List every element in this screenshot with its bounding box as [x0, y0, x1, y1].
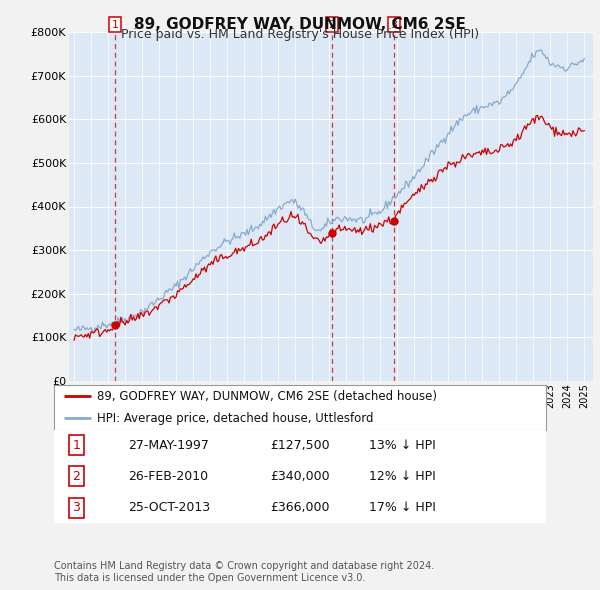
Text: 12% ↓ HPI: 12% ↓ HPI — [369, 470, 436, 483]
Text: 1: 1 — [72, 438, 80, 452]
Text: 2: 2 — [328, 19, 335, 30]
Text: 26-FEB-2010: 26-FEB-2010 — [128, 470, 208, 483]
Text: £127,500: £127,500 — [271, 438, 330, 452]
Text: 3: 3 — [391, 19, 398, 30]
Text: 3: 3 — [72, 501, 80, 514]
Text: £340,000: £340,000 — [271, 470, 330, 483]
Text: 25-OCT-2013: 25-OCT-2013 — [128, 501, 210, 514]
Text: 27-MAY-1997: 27-MAY-1997 — [128, 438, 209, 452]
Text: 89, GODFREY WAY, DUNMOW, CM6 2SE: 89, GODFREY WAY, DUNMOW, CM6 2SE — [134, 17, 466, 31]
Text: 13% ↓ HPI: 13% ↓ HPI — [369, 438, 436, 452]
Text: 1: 1 — [112, 19, 119, 30]
Text: Contains HM Land Registry data © Crown copyright and database right 2024.
This d: Contains HM Land Registry data © Crown c… — [54, 561, 434, 583]
Text: £366,000: £366,000 — [271, 501, 330, 514]
Text: 2: 2 — [72, 470, 80, 483]
Text: HPI: Average price, detached house, Uttlesford: HPI: Average price, detached house, Uttl… — [97, 412, 374, 425]
Text: 17% ↓ HPI: 17% ↓ HPI — [369, 501, 436, 514]
Text: Price paid vs. HM Land Registry's House Price Index (HPI): Price paid vs. HM Land Registry's House … — [121, 28, 479, 41]
Text: 89, GODFREY WAY, DUNMOW, CM6 2SE (detached house): 89, GODFREY WAY, DUNMOW, CM6 2SE (detach… — [97, 390, 437, 403]
